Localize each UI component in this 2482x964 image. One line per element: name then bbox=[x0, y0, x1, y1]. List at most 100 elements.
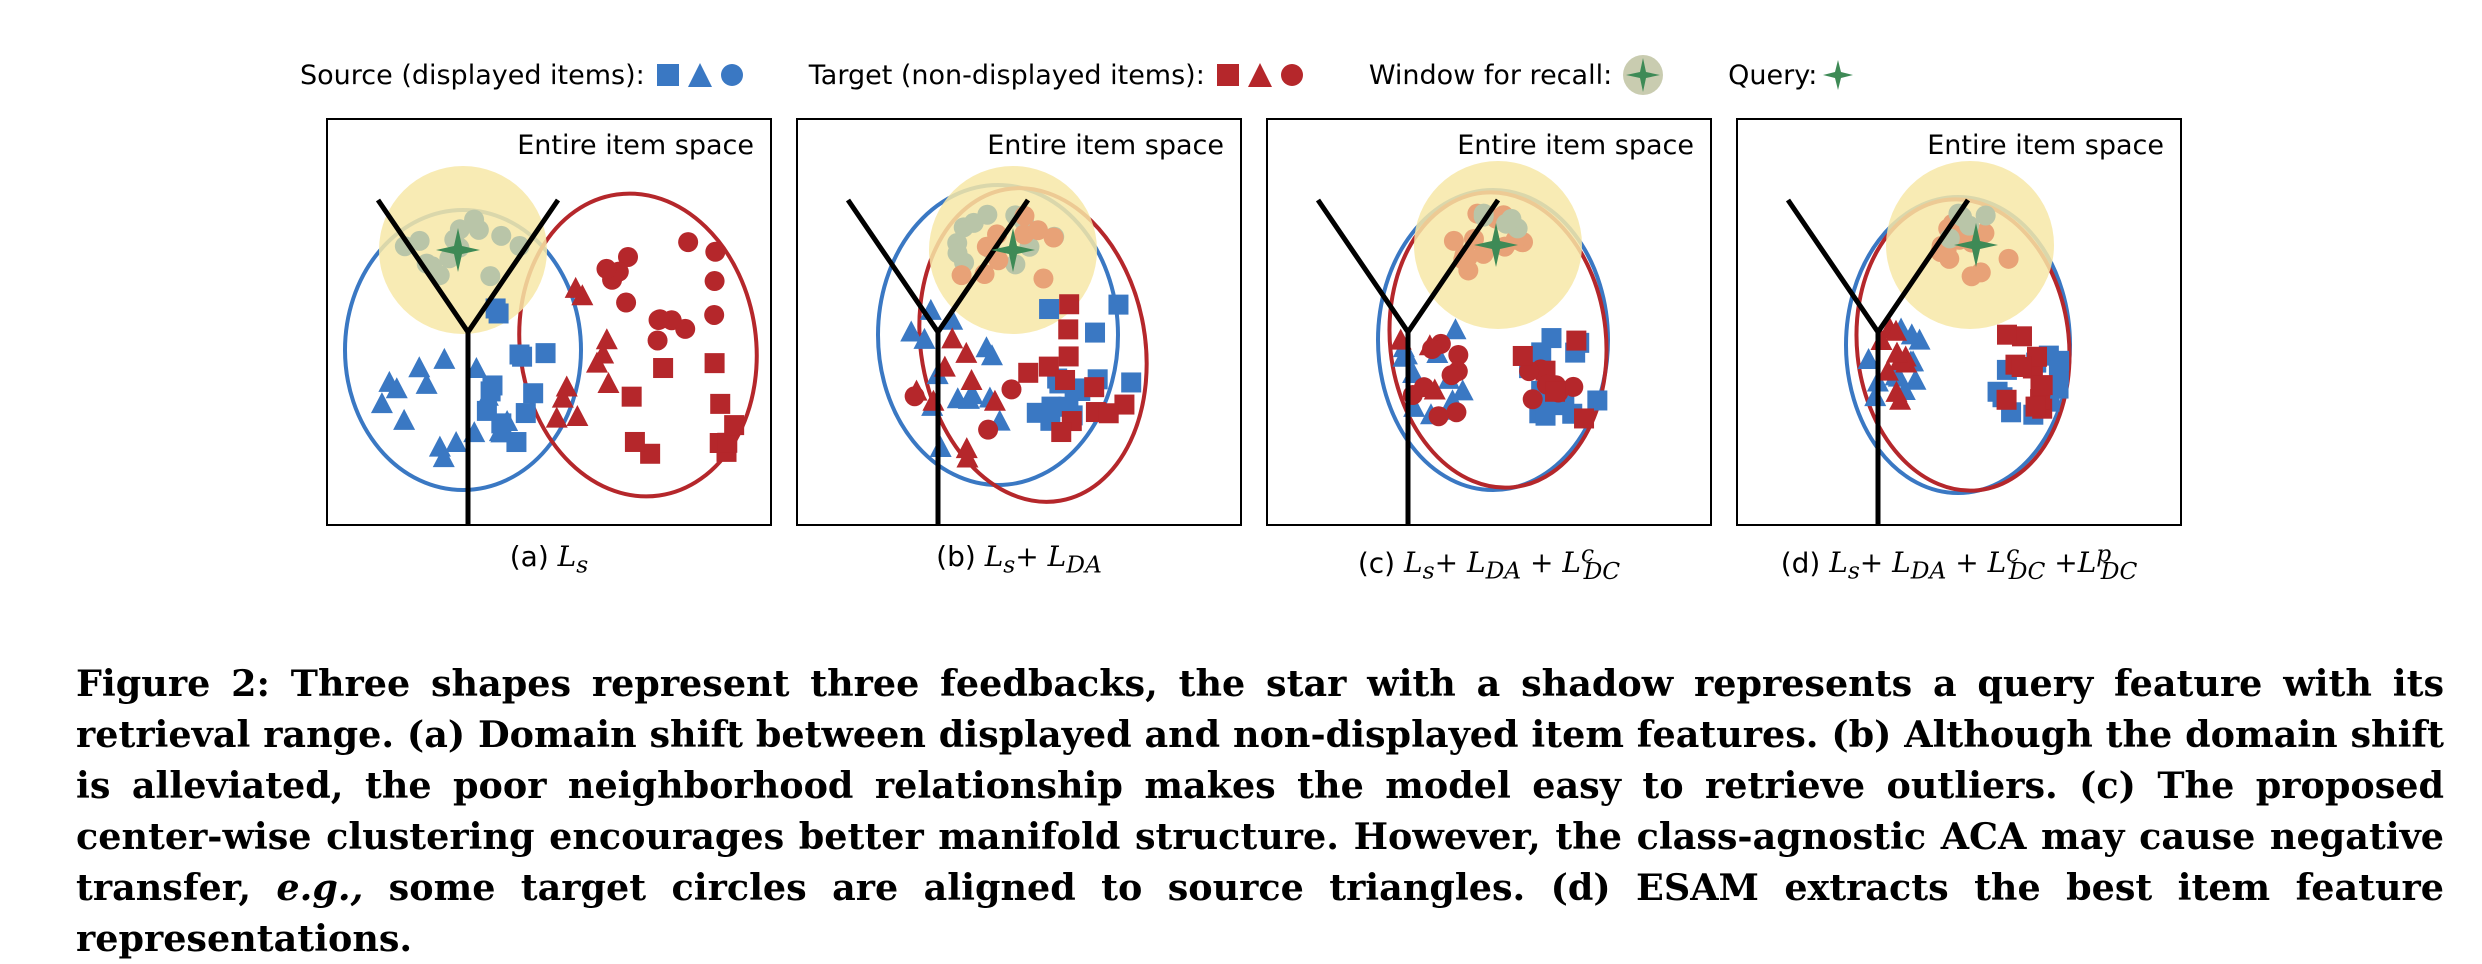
circle-marker bbox=[1043, 227, 1064, 248]
square-marker bbox=[535, 343, 556, 364]
panel-b-caption-prefix: (b) bbox=[936, 540, 985, 573]
circle-marker bbox=[1519, 361, 1540, 382]
panel-b: Entire item space bbox=[796, 118, 1242, 526]
circle-marker bbox=[616, 292, 637, 313]
panel-d-caption-math: Ls+ LDA + LcDC +LpDC bbox=[1829, 540, 2138, 585]
legend-source-label: Source (displayed items): bbox=[300, 59, 645, 91]
square-marker bbox=[640, 443, 661, 464]
recall-window-icon bbox=[1623, 55, 1664, 95]
query-star bbox=[991, 228, 1035, 272]
circle-marker bbox=[1448, 345, 1469, 366]
circle-marker bbox=[977, 204, 998, 225]
circle-marker bbox=[409, 230, 430, 251]
triangle-marker bbox=[955, 437, 978, 459]
panel-a: Entire item space bbox=[326, 118, 772, 526]
panel-c-caption-prefix: (c) bbox=[1357, 546, 1405, 580]
query-star bbox=[436, 228, 480, 272]
panel-a-caption-prefix: (a) bbox=[509, 540, 558, 573]
caption-part2: some target circles are aligned to sourc… bbox=[76, 866, 2444, 960]
triangle-marker bbox=[595, 328, 618, 350]
circle-marker bbox=[464, 209, 485, 230]
triangle-marker bbox=[408, 356, 431, 378]
panel-d-space-label: Entire item space bbox=[1927, 130, 2164, 161]
square-marker bbox=[1051, 422, 1072, 443]
triangle-marker bbox=[913, 327, 936, 349]
triangle-marker bbox=[941, 327, 964, 349]
circle-marker bbox=[1033, 268, 1054, 289]
square-marker bbox=[1039, 299, 1060, 320]
target-shapes-icon bbox=[1216, 63, 1303, 87]
legend-query: Query: bbox=[1728, 58, 1855, 92]
legend-source: Source (displayed items): bbox=[300, 60, 745, 91]
circle-marker bbox=[1959, 215, 1980, 236]
circle-marker bbox=[953, 217, 974, 238]
circle-marker bbox=[1473, 203, 1494, 224]
square-marker bbox=[710, 393, 731, 414]
circle-marker bbox=[648, 310, 669, 331]
square-marker bbox=[2025, 396, 2046, 417]
panel-d-caption: (d) Ls+ LDA + LcDC +LpDC bbox=[1736, 540, 2182, 585]
caption-part1: Figure 2: Three shapes represent three f… bbox=[76, 662, 2444, 909]
panel-a-space-label: Entire item space bbox=[517, 130, 754, 161]
square-marker bbox=[1059, 294, 1080, 315]
square-marker bbox=[1996, 389, 2017, 410]
triangle-marker bbox=[1885, 341, 1908, 363]
square-marker bbox=[1038, 356, 1059, 377]
panel-c-caption-math: Ls+ LDA + LcDC bbox=[1404, 540, 1621, 585]
triangle-marker bbox=[1451, 379, 1474, 401]
circle-marker bbox=[678, 232, 699, 253]
circle-marker bbox=[1496, 213, 1517, 234]
square-marker bbox=[512, 346, 533, 367]
triangle-marker bbox=[941, 308, 964, 330]
circle-marker bbox=[618, 246, 639, 267]
circle-marker bbox=[1998, 248, 2019, 269]
triangle-marker bbox=[900, 320, 923, 342]
panel-d-scene bbox=[1785, 161, 2072, 524]
triangle-marker bbox=[983, 389, 1006, 411]
circle-marker bbox=[596, 258, 617, 279]
triangle-marker bbox=[1904, 368, 1927, 390]
triangle-marker bbox=[428, 435, 451, 457]
circle-marker bbox=[705, 241, 726, 262]
circle-marker bbox=[1473, 243, 1494, 264]
square-marker bbox=[480, 381, 501, 402]
triangle-marker bbox=[393, 408, 416, 430]
square-marker bbox=[1587, 390, 1608, 411]
circle-marker bbox=[951, 265, 972, 286]
circle-marker bbox=[1001, 379, 1022, 400]
circle-marker bbox=[1443, 230, 1464, 251]
triangle-marker bbox=[465, 357, 488, 379]
legend-window-label: Window for recall: bbox=[1368, 59, 1613, 91]
square-marker bbox=[1018, 362, 1039, 383]
circle-marker bbox=[704, 271, 725, 292]
legend-query-label: Query: bbox=[1728, 59, 1818, 91]
triangle-marker bbox=[929, 436, 952, 458]
square-marker bbox=[1574, 408, 1595, 429]
square-marker bbox=[1058, 346, 1079, 367]
square-marker bbox=[724, 415, 745, 436]
circle-marker bbox=[1975, 205, 1996, 226]
square-marker bbox=[624, 431, 645, 452]
triangle-marker bbox=[1876, 359, 1899, 381]
square-marker bbox=[2027, 346, 2048, 367]
triangle-marker bbox=[961, 383, 984, 405]
circle-marker bbox=[704, 304, 725, 325]
circle-marker bbox=[480, 266, 501, 287]
triangle-marker bbox=[545, 406, 568, 428]
panel-b-caption-math: Ls+ LDA bbox=[984, 540, 1102, 579]
legend-window: Window for recall: bbox=[1369, 54, 1664, 96]
query-star bbox=[1954, 223, 1998, 267]
triangle-marker bbox=[370, 392, 393, 414]
square-marker bbox=[621, 386, 642, 407]
square-marker bbox=[1114, 394, 1135, 415]
panel-c-space-label: Entire item space bbox=[1457, 130, 1694, 161]
square-marker bbox=[717, 432, 738, 453]
circle-marker bbox=[1522, 389, 1543, 410]
triangle-marker bbox=[385, 377, 408, 399]
circle-marker bbox=[978, 419, 999, 440]
legend-target-label: Target (non-displayed items): bbox=[808, 59, 1205, 91]
circle-marker bbox=[1970, 262, 1991, 283]
square-marker bbox=[506, 432, 527, 453]
circle-marker bbox=[1446, 402, 1467, 423]
triangle-marker bbox=[585, 351, 608, 373]
